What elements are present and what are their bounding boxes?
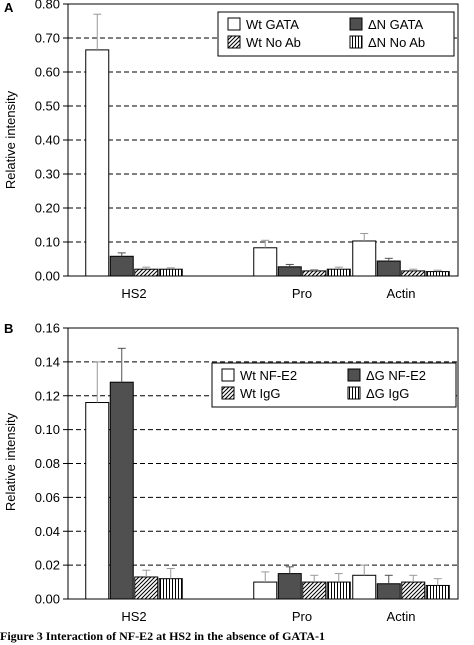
- panel-b-legend-label: Wt NF-E2: [240, 368, 297, 383]
- panel-a-y-tick-label: 0.80: [35, 0, 60, 12]
- panel-a-gridlines: [68, 37, 458, 243]
- panel-a-category-labels: HS2 Pro Actin: [121, 286, 415, 301]
- panel-b-legend-box: [211, 362, 457, 408]
- panel-b-legend-label: Wt IgG: [240, 386, 280, 401]
- panel-b-y-tick-label: 0.04: [35, 524, 60, 539]
- panel-b-ticks: 0.00 0.02 0.04 0.06 0.08 0.10 0.12 0.14 0.16: [35, 321, 68, 607]
- panel-b-y-tick-label: 0.16: [35, 321, 60, 336]
- panel-b-category-label: HS2: [121, 609, 146, 624]
- panel-b-legend: Wt NF-E2 ΔG NF-E2 Wt IgG ΔG IgG: [211, 362, 457, 408]
- panel-a-legend-swatch: [349, 17, 363, 31]
- panel-a-category-label: Pro: [292, 286, 312, 301]
- panel-b-y-tick-label: 0.12: [35, 388, 60, 403]
- panel-letter-a: A: [4, 0, 14, 15]
- panel-a-y-tick-label: 0.00: [35, 269, 60, 284]
- panel-b-bar: [158, 578, 183, 600]
- panel-b-bar: [85, 402, 110, 600]
- panel-a-bar: [352, 240, 377, 277]
- panel-b-legend-swatch: [347, 368, 361, 382]
- panel-a-bar: [109, 255, 134, 277]
- panel-b-legend-label: ΔG IgG: [366, 386, 409, 401]
- panel-a-legend-swatch: [227, 17, 241, 31]
- panel-a-bar: [277, 266, 302, 277]
- panel-a-bar: [158, 268, 183, 277]
- panel-a-ticks: 0.00 0.10 0.20 0.30 0.40 0.50 0.60 0.70 0.80: [35, 0, 68, 284]
- panel-b-legend-swatch: [221, 368, 235, 382]
- panel-a-legend-label: Wt No Ab: [246, 35, 301, 50]
- panel-a-category-label: HS2: [121, 286, 146, 301]
- panel-b-bar: [326, 581, 351, 600]
- panel-b-bar: [134, 576, 159, 600]
- panel-b-bar: [401, 581, 426, 600]
- panel-b-category-label: Pro: [292, 609, 312, 624]
- panel-b-error-bars: [93, 347, 442, 586]
- panel-a-legend-label: ΔN No Ab: [368, 35, 425, 50]
- panel-a-bar: [134, 268, 159, 277]
- panel-a-category-label: Actin: [387, 286, 416, 301]
- panel-b-y-tick-label: 0.10: [35, 422, 60, 437]
- panel-b-bar: [376, 583, 401, 600]
- panel-b-legend-swatch: [347, 386, 361, 400]
- panel-a-y-tick-label: 0.30: [35, 167, 60, 182]
- panel-a-error-bars: [93, 13, 442, 272]
- panel-b-y-tick-label: 0.08: [35, 456, 60, 471]
- panel-b-legend-label: ΔG NF-E2: [366, 368, 426, 383]
- panel-a-y-tick-label: 0.60: [35, 65, 60, 80]
- panel-b-y-tick-label: 0.06: [35, 490, 60, 505]
- panel-a-y-tick-label: 0.10: [35, 235, 60, 250]
- panel-b-bar: [109, 381, 134, 600]
- panel-b-bar: [425, 584, 450, 600]
- panel-b-y-axis-label: Relative intensity: [3, 412, 18, 511]
- panel-a-bar: [425, 271, 450, 277]
- figure-caption: Figure 3 Interaction of NF-E2 at HS2 in …: [0, 629, 325, 643]
- panel-b-y-tick-label: 0.00: [35, 592, 60, 607]
- panel-a-chart: A Relative intensity 0.00 0.10 0.20 0.30 0.4…: [3, 0, 459, 301]
- panel-a-legend-swatch: [349, 35, 363, 49]
- panel-letter-b: B: [4, 321, 13, 336]
- panel-a-bar: [401, 270, 426, 277]
- panel-b-bars: [85, 381, 450, 600]
- panel-a-bar: [253, 247, 278, 277]
- panel-a-legend-swatch: [227, 35, 241, 49]
- panel-b-legend-swatch: [221, 386, 235, 400]
- panel-a-bar: [85, 49, 110, 277]
- panel-b-bar: [253, 581, 278, 600]
- panel-b-y-tick-label: 0.02: [35, 558, 60, 573]
- panel-b-bar: [302, 581, 327, 600]
- panel-a-legend-label: Wt GATA: [246, 17, 299, 32]
- panel-a-legend-box: [217, 11, 455, 57]
- panel-a-bar: [302, 270, 327, 277]
- panel-a-y-tick-label: 0.40: [35, 133, 60, 148]
- panel-a-bar: [326, 268, 351, 277]
- panel-b-chart: B Relative intensity 0.000.020.040.060.0…: [3, 321, 459, 624]
- panel-a-y-axis-label: Relative intensity: [3, 90, 18, 189]
- panel-a-legend: Wt GATA ΔN GATA Wt No Ab ΔN No Ab: [217, 11, 455, 57]
- panel-b-y-tick-label: 0.14: [35, 354, 60, 369]
- panel-a-y-tick-label: 0.20: [35, 201, 60, 216]
- panel-a-y-tick-label: 0.50: [35, 99, 60, 114]
- panel-b-bar: [277, 573, 302, 600]
- panel-a-y-tick-label: 0.70: [35, 31, 60, 46]
- panel-b-category-label: Actin: [387, 609, 416, 624]
- panel-b-category-labels: HS2 Pro Actin: [121, 609, 415, 624]
- panel-a-bar: [376, 260, 401, 277]
- panel-b-bar: [352, 574, 377, 600]
- panel-a-legend-label: ΔN GATA: [368, 17, 423, 32]
